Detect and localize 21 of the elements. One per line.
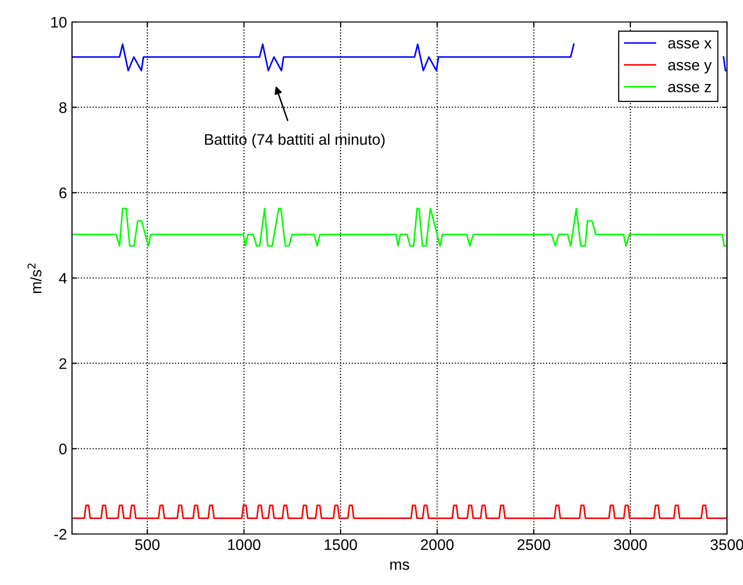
x-tick-label: 500 xyxy=(135,539,160,550)
legend-label: asse x xyxy=(668,40,712,48)
y-tick-label: 0 xyxy=(59,444,67,454)
y-axis-title: m/s$^{2}$ xyxy=(28,264,42,294)
y-tick-label: 2 xyxy=(59,358,66,369)
x-axis-title: ms xyxy=(390,562,410,570)
y-tick-label: 10 xyxy=(51,16,67,28)
x-tick-label: 1000 xyxy=(228,539,260,550)
y-tick-label: -2 xyxy=(54,528,66,540)
x-tick-label: 2000 xyxy=(420,539,454,550)
x-tick-label: 3500 xyxy=(710,539,743,550)
x-tick-label: 2500 xyxy=(518,539,550,550)
line-series xyxy=(72,208,727,247)
x-tick-label: 3000 xyxy=(614,539,647,550)
y-tick-label: 4 xyxy=(58,273,67,284)
y-tick-label: 6 xyxy=(59,188,66,198)
annotation: Battito (74 battiti al minuto) xyxy=(205,134,385,148)
y-tick-label: 8 xyxy=(59,102,66,114)
legend-label: asse z xyxy=(668,84,711,92)
legend-label: asse y xyxy=(668,62,712,74)
x-tick-label: 1500 xyxy=(324,539,357,550)
